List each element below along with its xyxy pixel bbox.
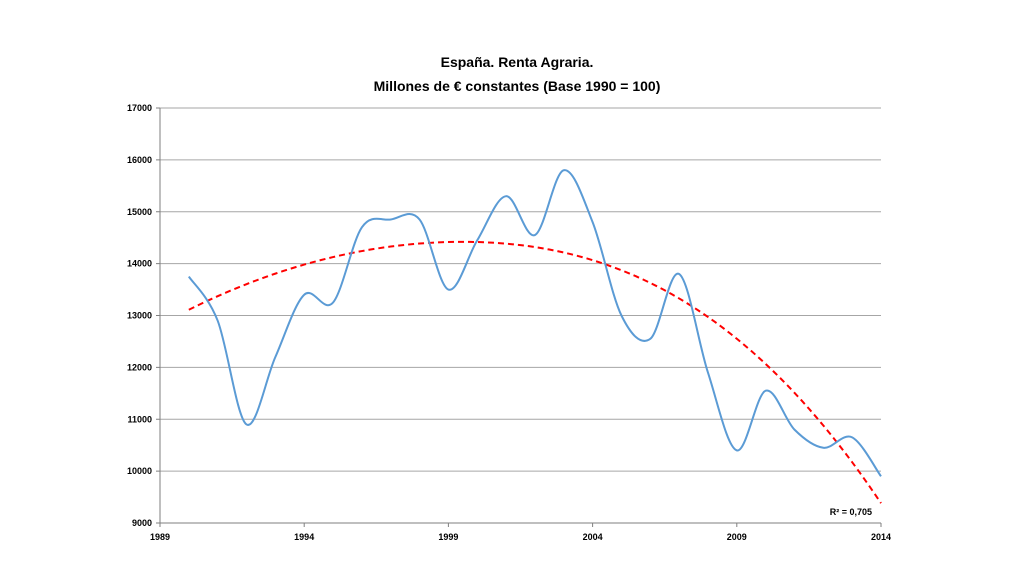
data-point-1992 <box>245 423 248 426</box>
x-tick-labels: 1989 1994 1999 2004 2009 2014 <box>150 532 891 542</box>
data-point-1996 <box>360 226 363 229</box>
data-point-2001 <box>505 195 508 198</box>
y-tick-labels: 9000 10000 11000 12000 13000 14000 15000 16000 1… <box>127 103 152 528</box>
data-point-2003 <box>562 169 565 172</box>
data-point-1995 <box>332 301 335 304</box>
data-point-1998 <box>418 218 421 221</box>
y-tick-label-15000: 15000 <box>127 207 152 217</box>
series-layer <box>187 169 883 478</box>
data-point-2008 <box>706 371 709 374</box>
data-point-2002 <box>533 234 536 237</box>
data-point-1999 <box>447 288 450 291</box>
data-point-2000 <box>476 239 479 242</box>
data-point-1991 <box>216 319 219 322</box>
series-line-0 <box>188 169 882 477</box>
data-point-2005 <box>620 314 623 317</box>
data-point-2014 <box>880 475 883 478</box>
axes <box>156 107 882 527</box>
y-tick-label-17000: 17000 <box>127 103 152 113</box>
data-point-2011 <box>793 428 796 431</box>
x-tick-label-2014: 2014 <box>871 532 891 542</box>
r-squared-label: R² = 0,705 <box>830 507 872 517</box>
data-point-1994 <box>303 293 306 296</box>
data-point-2007 <box>678 273 681 276</box>
data-point-2010 <box>764 389 767 392</box>
y-tick-label-14000: 14000 <box>127 259 152 269</box>
data-point-1990 <box>187 275 190 278</box>
data-point-2006 <box>649 337 652 340</box>
y-tick-label-12000: 12000 <box>127 362 152 372</box>
trendline-layer <box>188 240 882 504</box>
y-tick-label-13000: 13000 <box>127 311 152 321</box>
x-tick-label-2009: 2009 <box>727 532 747 542</box>
grid-lines <box>160 107 881 472</box>
data-point-2009 <box>735 449 738 452</box>
trendline <box>188 240 882 504</box>
data-point-2013 <box>851 436 854 439</box>
data-point-2012 <box>822 446 825 449</box>
chart-title-line1: España. Renta Agraria. <box>441 54 594 70</box>
data-point-1993 <box>274 356 277 359</box>
y-tick-label-16000: 16000 <box>127 155 152 165</box>
y-tick-label-10000: 10000 <box>127 466 152 476</box>
y-tick-label-9000: 9000 <box>132 518 152 528</box>
y-tick-label-11000: 11000 <box>127 414 152 424</box>
x-tick-label-1994: 1994 <box>294 532 314 542</box>
data-point-1997 <box>389 218 392 221</box>
data-point-2004 <box>591 221 594 224</box>
x-tick-label-1999: 1999 <box>438 532 458 542</box>
x-tick-label-1989: 1989 <box>150 532 170 542</box>
x-tick-label-2004: 2004 <box>583 532 603 542</box>
chart-title-line2: Millones de € constantes (Base 1990 = 10… <box>374 78 661 94</box>
